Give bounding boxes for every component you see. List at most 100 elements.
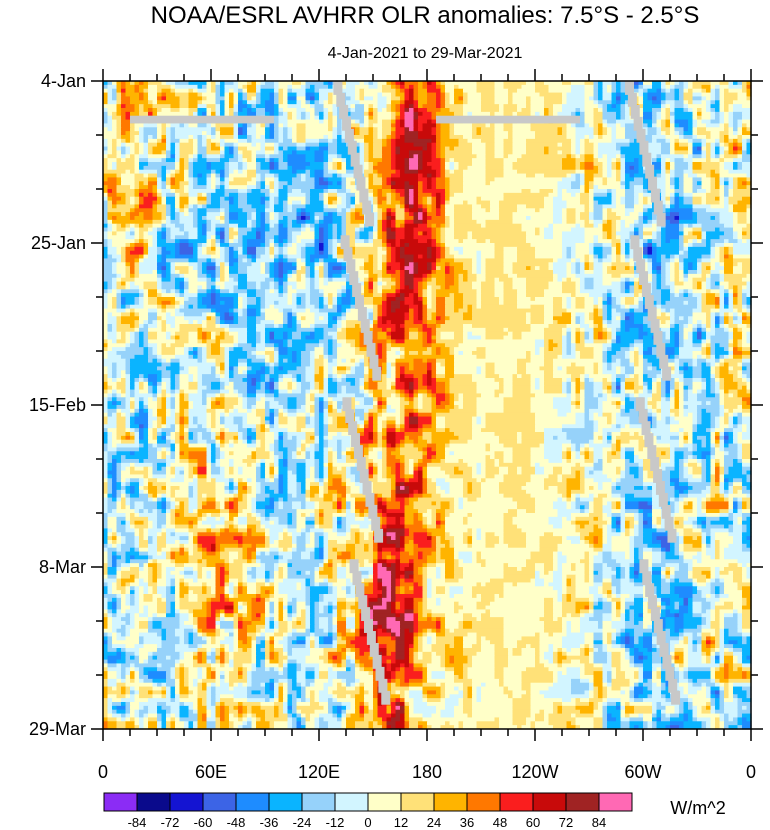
- heatmap-cell: [197, 273, 208, 279]
- heatmap-cell: [170, 169, 176, 175]
- heatmap-cell: [616, 246, 622, 252]
- heatmap-cell: [476, 154, 487, 159]
- heatmap-cell: [278, 262, 284, 267]
- heatmap-cell: [710, 266, 716, 271]
- heatmap-cell: [175, 212, 181, 217]
- heatmap-cell: [449, 108, 464, 113]
- heatmap-cell: [584, 146, 595, 152]
- heatmap-cell: [202, 111, 208, 117]
- heatmap-cell: [274, 212, 280, 217]
- heatmap-cell: [278, 162, 289, 167]
- heatmap-cell: [463, 293, 478, 298]
- heatmap-cell: [481, 250, 496, 256]
- heatmap-cell: [103, 196, 109, 202]
- heatmap-cell: [620, 196, 626, 202]
- heatmap-cell: [665, 192, 671, 198]
- heatmap-cell: [620, 289, 626, 294]
- heatmap-cell: [553, 189, 559, 194]
- heatmap-cell: [490, 200, 500, 206]
- heatmap-cell: [328, 154, 338, 159]
- heatmap-cell: [445, 189, 451, 194]
- heatmap-cell: [188, 289, 199, 294]
- heatmap-cell: [103, 227, 109, 233]
- heatmap-cell: [265, 212, 271, 217]
- heatmap-cell: [121, 84, 127, 90]
- heatmap-cell: [355, 92, 361, 98]
- heatmap-cell: [400, 273, 406, 279]
- heatmap-cell: [224, 254, 230, 260]
- heatmap-cell: [620, 146, 644, 152]
- heatmap-cell: [503, 246, 518, 252]
- heatmap-cell: [688, 243, 694, 248]
- heatmap-cell: [211, 239, 217, 244]
- heatmap-cell: [400, 204, 406, 209]
- heatmap-cell: [175, 270, 181, 275]
- heatmap-cell: [719, 131, 730, 136]
- heatmap-cell: [467, 100, 482, 105]
- heatmap-cell: [719, 262, 725, 267]
- heatmap-cell: [692, 81, 712, 86]
- heatmap-cell: [206, 266, 217, 271]
- heatmap-cell: [715, 250, 721, 256]
- heatmap-cell: [278, 243, 284, 248]
- heatmap-cell: [409, 293, 415, 298]
- heatmap-cell: [683, 200, 694, 206]
- heatmap-cell: [175, 208, 181, 213]
- heatmap-cell: [431, 173, 437, 179]
- heatmap-cell: [427, 96, 437, 101]
- heatmap-cell: [679, 192, 685, 198]
- heatmap-cell: [337, 239, 343, 244]
- heatmap-cell: [692, 138, 703, 144]
- heatmap-cell: [382, 235, 388, 240]
- heatmap-cell: [553, 204, 568, 209]
- heatmap-cell: [566, 189, 581, 194]
- heatmap-cell: [139, 146, 145, 152]
- heatmap-cell: [134, 227, 140, 233]
- heatmap-cell: [139, 158, 149, 163]
- heatmap-cell: [616, 258, 622, 263]
- heatmap-cell: [139, 239, 145, 244]
- heatmap-cell: [679, 235, 685, 240]
- heatmap-cell: [404, 273, 415, 279]
- heatmap-cell: [256, 219, 262, 225]
- heatmap-cell: [256, 177, 262, 182]
- heatmap-cell: [179, 227, 185, 233]
- heatmap-cell: [296, 142, 307, 148]
- heatmap-cell: [220, 127, 235, 132]
- heatmap-cell: [445, 173, 464, 179]
- heatmap-cell: [485, 270, 505, 275]
- heatmap-cell: [431, 223, 437, 229]
- heatmap-cell: [746, 96, 752, 101]
- heatmap-cell: [602, 293, 608, 298]
- heatmap-cell: [382, 289, 397, 294]
- heatmap-cell: [553, 219, 563, 225]
- heatmap-cell: [467, 111, 473, 117]
- heatmap-cell: [517, 108, 523, 113]
- heatmap-cell: [269, 192, 280, 198]
- heatmap-cell: [670, 262, 676, 267]
- heatmap-cell: [220, 158, 230, 163]
- heatmap-cell: [391, 250, 397, 256]
- heatmap-cell: [602, 281, 613, 287]
- heatmap-cell: [377, 169, 397, 175]
- heatmap-cell: [544, 100, 563, 105]
- heatmap-cell: [107, 208, 131, 213]
- heatmap-cell: [386, 212, 392, 217]
- heatmap-cell: [179, 208, 185, 213]
- heatmap-cell: [364, 162, 370, 167]
- heatmap-cell: [179, 200, 190, 206]
- heatmap-cell: [440, 154, 446, 159]
- heatmap-cell: [436, 100, 442, 105]
- heatmap-cell: [670, 285, 676, 290]
- heatmap-cell: [355, 250, 379, 256]
- heatmap-cell: [391, 200, 401, 206]
- heatmap-cell: [413, 142, 428, 148]
- heatmap-cell: [287, 146, 298, 152]
- heatmap-cell: [157, 173, 163, 179]
- heatmap-cell: [427, 239, 433, 244]
- heatmap-cell: [562, 208, 568, 213]
- heatmap-cell: [148, 246, 158, 252]
- heatmap-cell: [431, 250, 437, 256]
- heatmap-cell: [404, 81, 419, 86]
- heatmap-cell: [733, 158, 743, 163]
